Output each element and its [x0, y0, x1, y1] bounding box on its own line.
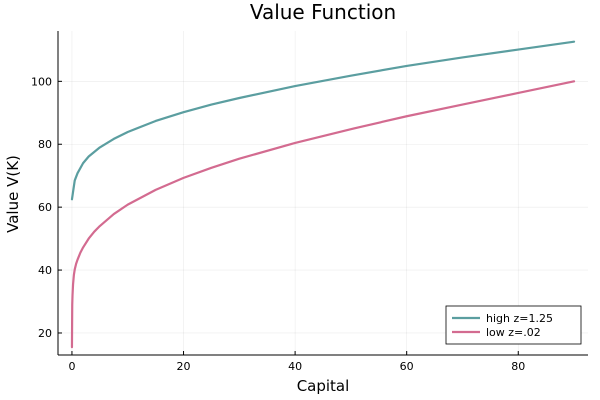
x-axis-label: Capital	[297, 377, 350, 395]
x-tick-label: 80	[511, 360, 525, 373]
x-tick-label: 20	[177, 360, 191, 373]
axes	[57, 31, 588, 356]
y-tick-label: 80	[38, 138, 52, 151]
legend-label-1: high z=1.25	[486, 312, 553, 325]
legend-label-2: low z=.02	[486, 326, 541, 339]
x-tick-label: 60	[400, 360, 414, 373]
series-line-2	[70, 80, 576, 349]
chart-title: Value Function	[250, 0, 396, 24]
y-tick-label: 20	[38, 327, 52, 340]
y-tick-label: 100	[31, 75, 52, 88]
y-tick-label: 60	[38, 201, 52, 214]
series-line-1	[70, 40, 576, 201]
x-tick-label: 0	[68, 360, 75, 373]
legend-box	[445, 305, 582, 345]
y-tick-label: 40	[38, 264, 52, 277]
series-lines	[70, 40, 576, 349]
x-tick-label: 40	[288, 360, 302, 373]
tick-labels: 0 20 40 60 80 20 40 60 80 100	[31, 75, 525, 373]
y-axis-label: Value V(K)	[4, 155, 22, 233]
